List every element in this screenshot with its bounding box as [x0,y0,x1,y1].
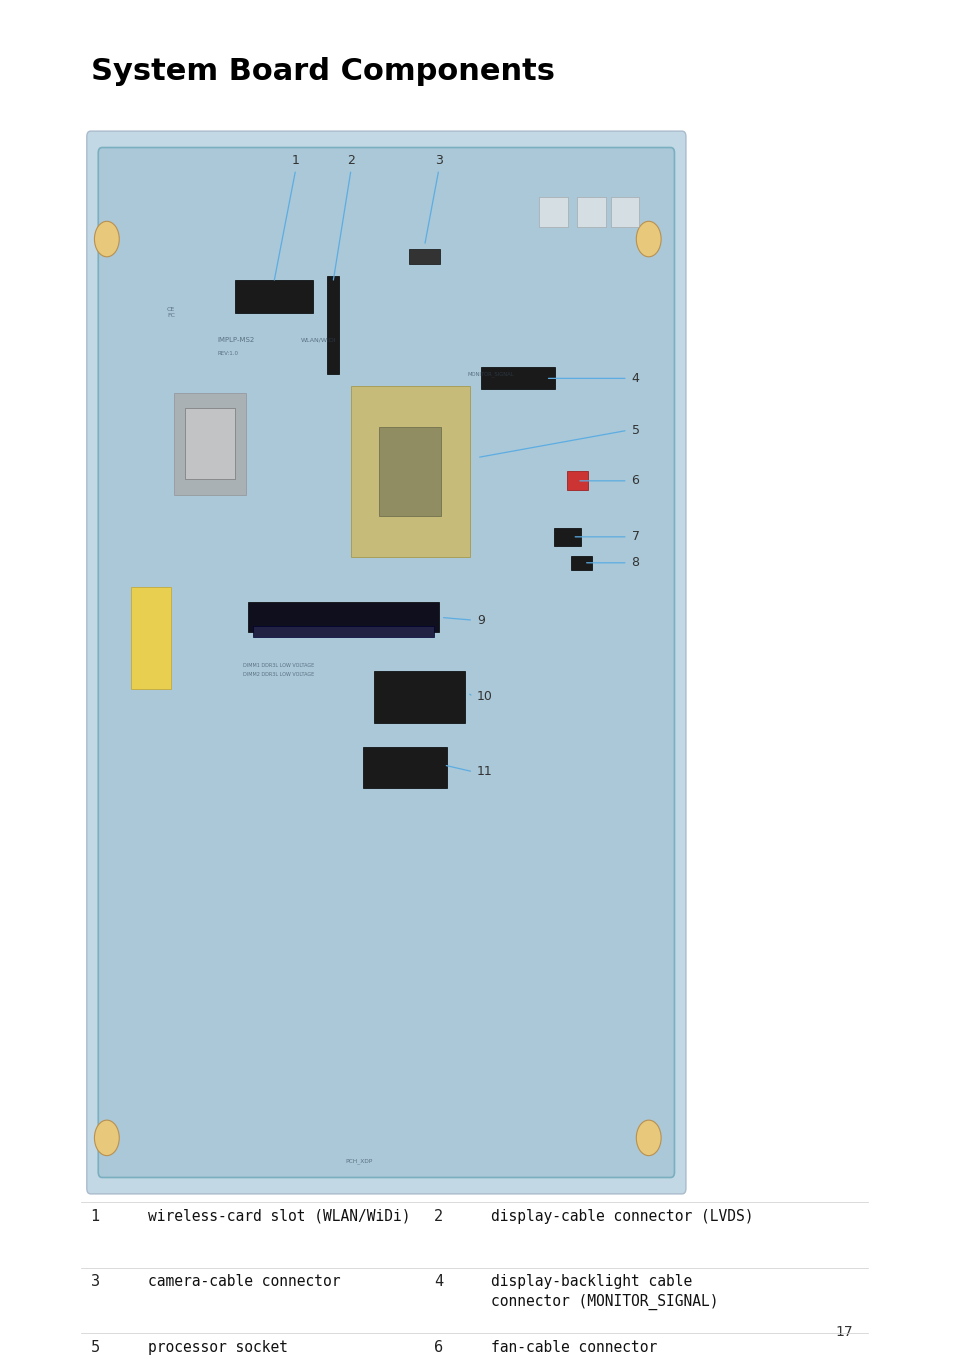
Text: System Board Components: System Board Components [91,57,554,86]
Bar [326,276,338,374]
Bar [610,197,639,227]
Text: 5: 5 [91,1340,100,1355]
Text: 3: 3 [91,1274,100,1290]
Text: 2: 2 [347,153,355,167]
Bar [131,587,171,688]
Bar [554,527,580,545]
Text: REV:1.0: REV:1.0 [217,351,238,357]
Text: IMPLP-MS2: IMPLP-MS2 [217,337,254,343]
Bar [351,385,469,557]
Text: 2: 2 [434,1209,443,1224]
Text: 8: 8 [631,556,639,570]
Text: wireless-card slot (WLAN/WiDi): wireless-card slot (WLAN/WiDi) [148,1209,410,1224]
Text: 17: 17 [835,1325,852,1339]
Text: 11: 11 [476,765,493,779]
Text: camera-cable connector: camera-cable connector [148,1274,340,1290]
Bar [185,408,234,479]
Text: WLAN/WIDI: WLAN/WIDI [300,337,335,343]
Circle shape [94,1120,119,1156]
Text: CE
FC: CE FC [167,307,175,318]
Bar [363,747,447,788]
Text: 4: 4 [631,372,639,385]
Bar [566,471,587,490]
Bar [571,556,592,570]
Bar [173,393,246,494]
Text: PCH_XDP: PCH_XDP [345,1158,373,1164]
Text: 1: 1 [292,153,299,167]
Bar [408,249,439,264]
Text: DIMM2 DDR3L LOW VOLTAGE: DIMM2 DDR3L LOW VOLTAGE [243,672,314,678]
Text: processor socket: processor socket [148,1340,288,1355]
Bar [538,197,567,227]
Bar [378,426,440,515]
FancyBboxPatch shape [87,131,685,1194]
Text: MONITOR_SIGNAL: MONITOR_SIGNAL [467,372,514,377]
Text: 6: 6 [631,474,639,488]
Circle shape [636,221,660,257]
Text: 4: 4 [434,1274,443,1290]
FancyBboxPatch shape [98,148,674,1177]
Text: display-cable connector (LVDS): display-cable connector (LVDS) [491,1209,753,1224]
Text: 5: 5 [631,423,639,437]
Bar [577,197,605,227]
Text: 10: 10 [476,690,493,703]
Text: 3: 3 [435,153,442,167]
Text: fan-cable connector: fan-cable connector [491,1340,657,1355]
Text: DIMM1 DDR3L LOW VOLTAGE: DIMM1 DDR3L LOW VOLTAGE [243,663,314,668]
Circle shape [94,221,119,257]
Text: display-backlight cable
connector (MONITOR_SIGNAL): display-backlight cable connector (MONIT… [491,1274,718,1310]
Text: 9: 9 [476,613,484,627]
Bar [253,626,434,637]
Text: 7: 7 [631,530,639,544]
Text: 1: 1 [91,1209,100,1224]
Text: 6: 6 [434,1340,443,1355]
Bar [480,367,555,389]
Bar [248,602,438,632]
Bar [374,671,465,723]
Bar [234,280,313,313]
Circle shape [636,1120,660,1156]
